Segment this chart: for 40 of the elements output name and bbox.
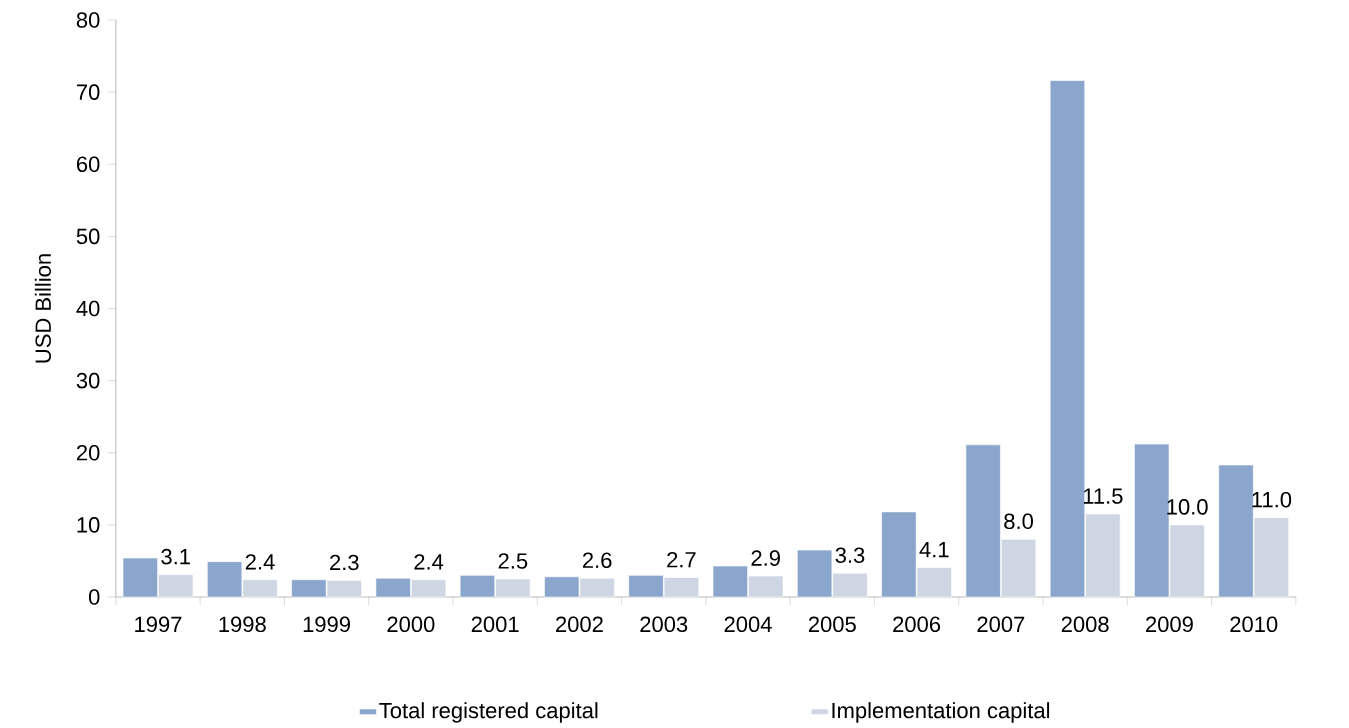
data-label: 10.0 (1167, 499, 1208, 515)
data-label: 3.3 (835, 547, 865, 563)
y-tick-label: 60 (76, 156, 100, 173)
y-axis-title: USD Billion (34, 254, 51, 363)
data-label: 2.4 (414, 554, 444, 570)
data-label: 8.0 (1004, 513, 1033, 530)
x-tick-label: 2003 (640, 616, 688, 633)
x-tick-label: 1999 (303, 616, 350, 633)
data-label: 2.3 (330, 554, 359, 571)
data-label: 11.0 (1252, 491, 1292, 508)
x-tick-label: 2009 (1146, 616, 1193, 633)
x-tick-label: 2000 (387, 616, 435, 633)
x-tick-label: 2010 (1230, 616, 1278, 633)
x-tick-label: 2007 (977, 616, 1025, 633)
y-tick-label: 10 (77, 517, 100, 533)
y-tick-label: 0 (88, 589, 100, 605)
x-tick-label: 2006 (893, 616, 941, 633)
y-tick-label: 40 (76, 300, 100, 317)
x-tick-label: 1997 (135, 616, 182, 633)
data-label: 11.5 (1083, 488, 1123, 504)
x-tick-label: 2002 (556, 616, 603, 633)
x-tick-label: 1998 (219, 616, 266, 633)
data-label: 2.6 (582, 552, 612, 569)
x-tick-label: 2001 (471, 616, 519, 633)
data-label: 2.7 (667, 551, 696, 568)
legend-label: Total registered capital (379, 702, 598, 723)
x-tick-label: 2004 (724, 616, 772, 633)
data-label: 2.4 (245, 554, 275, 570)
y-tick-label: 50 (76, 228, 100, 245)
x-tick-label: 2005 (808, 616, 856, 633)
data-label: 2.5 (498, 553, 528, 569)
y-tick-label: 30 (76, 372, 100, 389)
y-tick-label: 80 (76, 12, 100, 28)
x-tick-label: 2008 (1061, 616, 1109, 633)
y-tick-label: 20 (76, 444, 100, 461)
data-label: 2.9 (751, 550, 780, 566)
data-label: 4.1 (919, 542, 949, 558)
y-tick-label: 70 (76, 84, 100, 100)
data-label: 3.1 (161, 548, 190, 565)
legend-label: Implementation capital (832, 702, 1050, 723)
